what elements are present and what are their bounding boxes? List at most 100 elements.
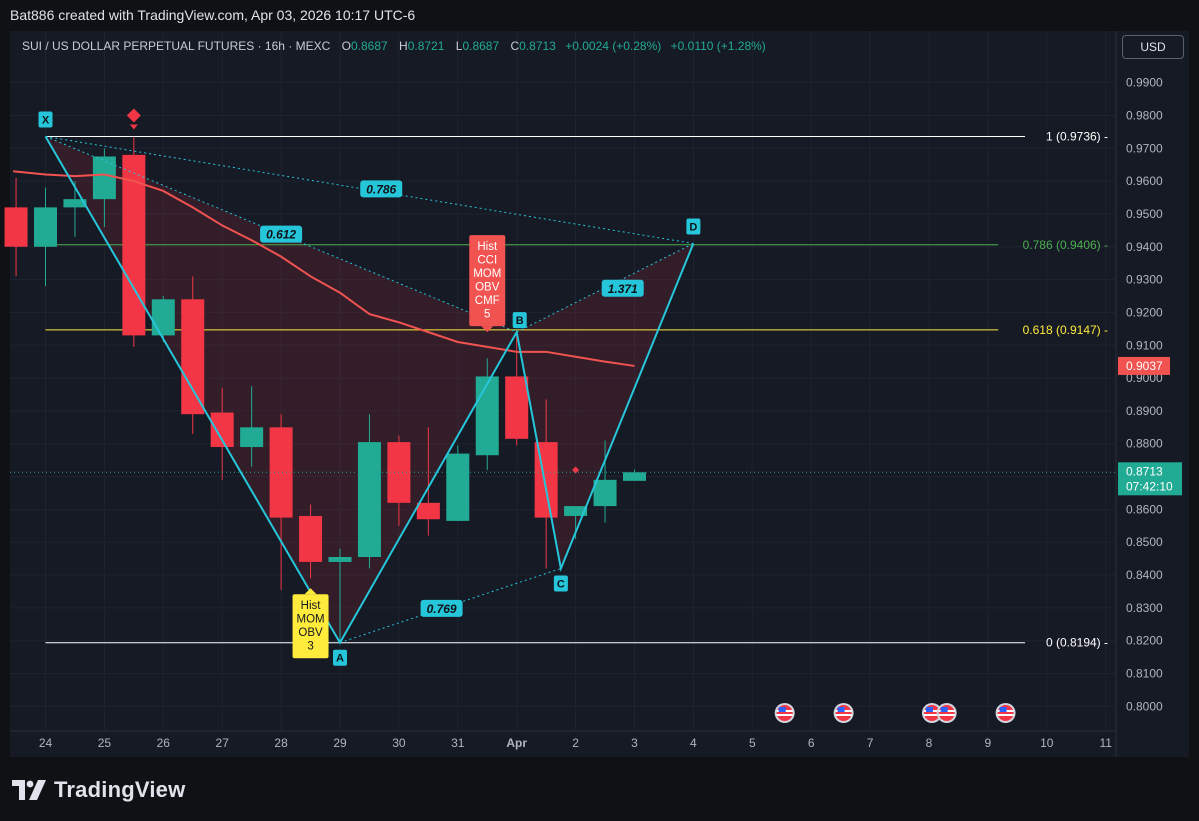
logo-text: TradingView	[54, 777, 186, 802]
candle-body	[328, 557, 352, 562]
pattern-fill-bcd	[516, 243, 694, 569]
divergence-label-pointer	[304, 588, 317, 595]
divergence-label-text: OBV	[298, 627, 323, 639]
flag-stripe	[776, 714, 793, 716]
us-flag-event-icon	[936, 703, 957, 723]
signal-diamond	[126, 108, 141, 123]
time-tick: 26	[157, 736, 171, 750]
moving-average	[13, 170, 635, 367]
ratio-box	[360, 180, 403, 198]
time-tick: 29	[333, 736, 347, 750]
divergence-label-text: MOM	[473, 268, 501, 280]
low-label: L	[455, 39, 463, 53]
last-price-label: 0.8713	[1126, 464, 1163, 478]
footer	[0, 757, 1199, 821]
time-tick: 25	[98, 736, 112, 750]
close-value: 0.8713	[519, 39, 556, 53]
price-axis: 0.8000 0.8100 0.8200 0.8300 0.8400 0.8500 0.86…	[1118, 76, 1182, 713]
price-tick: 0.8200	[1126, 634, 1163, 648]
ma-price-label: 0.9037	[1126, 359, 1163, 373]
flag-stripe	[923, 714, 940, 716]
time-tick: 4	[690, 736, 697, 750]
price-tick: 0.8400	[1126, 568, 1163, 582]
divergence-label-text: 3	[307, 641, 313, 653]
price-tick: 0.9900	[1126, 76, 1163, 90]
open-value: 0.8687	[350, 39, 388, 53]
flag-canton	[925, 707, 933, 712]
open-label: O	[341, 39, 351, 53]
divergence-label-text: OBV	[475, 282, 500, 294]
ratio-box	[420, 599, 463, 617]
price-tick: 0.8100	[1126, 667, 1163, 681]
candle-body	[63, 199, 87, 208]
candle-body	[534, 442, 558, 518]
candle-body	[416, 502, 440, 520]
candle-body	[34, 207, 57, 247]
ma-price-badge	[1118, 356, 1170, 375]
price-tick: 0.9600	[1126, 174, 1163, 188]
candle-body	[475, 376, 499, 456]
time-tick: 8	[926, 736, 933, 750]
candle-body	[122, 154, 146, 336]
price-tick: 0.9500	[1126, 207, 1163, 221]
chart-frame[interactable]	[10, 31, 1189, 757]
time-tick: 7	[867, 736, 874, 750]
pattern-point-box	[38, 111, 53, 128]
price-tick: 0.9100	[1126, 338, 1163, 352]
signal-diamond	[572, 466, 580, 474]
flag-canton	[999, 707, 1007, 712]
divergence-label-pointer	[481, 326, 494, 333]
flag-stripe	[997, 714, 1014, 716]
time-tick: 28	[274, 736, 288, 750]
fib-level-label: 0.786 (0.9406) -	[1023, 238, 1108, 252]
flag-canton	[940, 707, 948, 712]
candle-body	[92, 156, 116, 200]
time-tick: 31	[451, 736, 465, 750]
divergence-label-text: Hist	[477, 241, 498, 253]
ratio-box	[601, 279, 644, 297]
ratio-label: 0.612	[266, 228, 296, 242]
time-tick: 9	[985, 736, 992, 750]
candle-body	[357, 442, 381, 558]
pattern-point-box	[686, 218, 701, 235]
pattern-point-label: D	[689, 221, 697, 233]
candle-body	[564, 506, 588, 516]
divergence-label-text: MOM	[296, 614, 324, 626]
candle-body	[623, 472, 646, 481]
flag-stripe	[835, 714, 852, 716]
time-tick: 24	[39, 736, 53, 750]
divergence-label-text: CCI	[477, 255, 497, 267]
signal-arrow	[129, 124, 138, 130]
tradingview-logo[interactable]: TradingView	[12, 777, 185, 803]
symbol-name: SUI / US DOLLAR PERPETUAL FUTURES · 16h …	[22, 39, 331, 53]
high-label: H	[399, 39, 408, 53]
time-tick: 11	[1099, 736, 1112, 750]
price-tick: 0.9800	[1126, 108, 1163, 122]
candle-body	[593, 479, 617, 507]
pattern-labels: XABCD0.6120.7861.3710.769HistCCIMOMOBVCM…	[10, 108, 1116, 666]
candle-body	[181, 299, 205, 415]
time-tick: 10	[1040, 736, 1054, 750]
price-tick: 0.8600	[1126, 502, 1163, 516]
divergence-label-text: Hist	[301, 600, 322, 612]
countdown-label: 07:42:10	[1126, 479, 1173, 493]
ratio-box	[260, 225, 303, 243]
pattern-point-label: C	[557, 578, 565, 590]
flag-stripe	[938, 714, 955, 716]
us-flag-event-icon	[774, 703, 795, 723]
price-tick: 0.8500	[1126, 535, 1163, 549]
tradingview-logo-icon	[12, 780, 46, 800]
change-value: +0.0024 (+0.28%)	[565, 39, 662, 53]
price-tick: 0.8000	[1126, 699, 1163, 713]
time-tick: Apr	[506, 736, 527, 750]
time-tick: 5	[749, 736, 756, 750]
credit-text: Bat886 created with TradingView.com, Apr…	[10, 7, 416, 23]
high-value: 0.8721	[407, 39, 445, 53]
price-tick: 0.9700	[1126, 141, 1163, 155]
divergence-label-text: 5	[484, 309, 490, 321]
moving-average-line	[13, 170, 635, 367]
currency-button[interactable]: USD	[1122, 35, 1184, 59]
price-tick: 0.9300	[1126, 273, 1163, 287]
pattern-point-label: X	[42, 114, 50, 126]
